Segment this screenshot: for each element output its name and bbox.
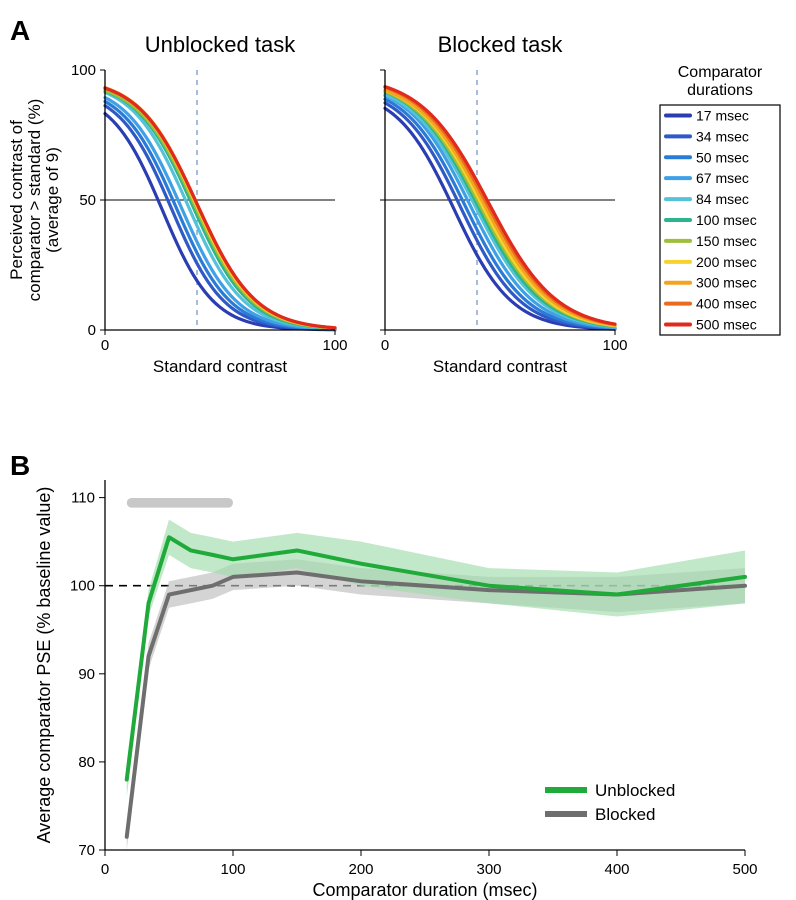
psychometric-curve bbox=[385, 108, 615, 329]
x-tick-label: 300 bbox=[476, 861, 501, 878]
y-tick-label: 100 bbox=[70, 578, 95, 595]
y-tick-label: 50 bbox=[79, 192, 96, 209]
y-tick-label: 90 bbox=[78, 666, 95, 683]
significance-bar bbox=[127, 498, 233, 508]
x-tick-label: 0 bbox=[381, 337, 389, 354]
legend-label: 50 msec bbox=[696, 149, 749, 165]
legend-label: 17 msec bbox=[696, 107, 749, 123]
y-tick-label: 110 bbox=[71, 490, 95, 507]
legend-label: 84 msec bbox=[696, 191, 749, 207]
legend-label: 300 msec bbox=[696, 275, 757, 291]
subplot-title: Blocked task bbox=[438, 32, 564, 57]
panel-b-legend: Unblocked Blocked bbox=[545, 781, 675, 824]
legend-label: 67 msec bbox=[696, 170, 749, 186]
legend-label: 500 msec bbox=[696, 317, 757, 333]
panel-b-letter: B bbox=[10, 450, 30, 481]
legend-label: Unblocked bbox=[595, 781, 675, 800]
panel-a-y-label: Perceived contrast ofcomparator > standa… bbox=[7, 99, 62, 302]
y-tick-label: 0 bbox=[88, 322, 96, 339]
panel-a-letter: A bbox=[10, 15, 30, 46]
psychometric-curve bbox=[385, 96, 615, 328]
y-tick-label: 80 bbox=[78, 754, 95, 771]
subplot-title: Unblocked task bbox=[145, 32, 296, 57]
legend-label: 150 msec bbox=[696, 233, 757, 249]
psychometric-curve bbox=[385, 103, 615, 329]
legend-label: 100 msec bbox=[696, 212, 757, 228]
x-tick-label: 500 bbox=[732, 861, 757, 878]
x-tick-label: 100 bbox=[602, 337, 627, 354]
x-tick-label: 0 bbox=[101, 337, 109, 354]
legend-label: 34 msec bbox=[696, 128, 749, 144]
y-axis-label: Perceived contrast ofcomparator > standa… bbox=[7, 99, 62, 302]
x-tick-label: 100 bbox=[220, 861, 245, 878]
legend-label: Blocked bbox=[595, 805, 655, 824]
panel-a-subplot: Blocked task 0 100 Standard contrast bbox=[380, 32, 628, 376]
panel-b-plot: 0 100 200 300 400 500 70 80 90 100 110 Comparator d… bbox=[34, 480, 758, 900]
panel-a-subplot: Unblocked task 0 50 100 0 100 Standard contras… bbox=[71, 32, 348, 376]
legend-title: Comparator bbox=[678, 64, 763, 81]
legend-title: durations bbox=[687, 82, 753, 99]
panel-a-legend: Comparatordurations 17 msec 34 msec 50 msec… bbox=[660, 64, 780, 335]
figure-svg: A Unblocked task 0 50 100 0 100 Standard contra… bbox=[0, 0, 796, 900]
x-axis-label: Comparator duration (msec) bbox=[312, 880, 537, 900]
x-tick-label: 200 bbox=[348, 861, 373, 878]
figure-root: A Unblocked task 0 50 100 0 100 Standard contra… bbox=[0, 0, 796, 900]
x-tick-label: 400 bbox=[604, 861, 629, 878]
legend-label: 200 msec bbox=[696, 254, 757, 270]
x-tick-label: 100 bbox=[322, 337, 347, 354]
error-band bbox=[127, 520, 745, 798]
x-axis-label: Standard contrast bbox=[153, 357, 287, 376]
legend-label: 400 msec bbox=[696, 296, 757, 312]
y-axis-label: Average comparator PSE (% baseline value… bbox=[34, 487, 54, 844]
x-axis-label: Standard contrast bbox=[433, 357, 567, 376]
y-tick-label: 70 bbox=[78, 842, 95, 859]
psychometric-curve bbox=[105, 106, 335, 330]
x-tick-label: 0 bbox=[101, 861, 109, 878]
y-tick-label: 100 bbox=[71, 62, 96, 79]
